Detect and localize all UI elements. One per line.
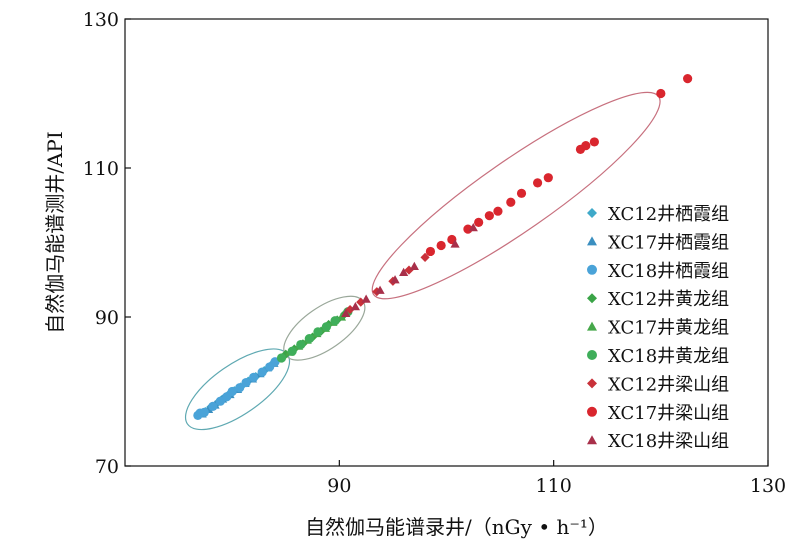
legend-label: XC18井栖霞组 [608, 261, 729, 282]
legend-marker [587, 378, 597, 389]
data-point [330, 316, 340, 326]
legend-label: XC12井梁山组 [608, 374, 729, 395]
data-point [313, 327, 323, 337]
y-tick-label: 110 [83, 158, 119, 180]
legend-label: XC18井梁山组 [608, 431, 729, 452]
data-point [356, 297, 366, 307]
data-point [450, 239, 460, 248]
data-point [287, 346, 297, 356]
data-point [249, 372, 259, 382]
x-tick-label: 130 [750, 475, 786, 497]
data-point [361, 294, 371, 303]
legend-marker [587, 435, 597, 445]
data-point [399, 267, 409, 276]
axis-ticks: 90 110 130 70 90 110 130 [83, 9, 786, 497]
y-tick-label: 90 [95, 307, 119, 329]
legend-label: XC17井黄龙组 [608, 318, 729, 339]
y-tick-label: 130 [83, 9, 119, 31]
y-tick-label: 70 [95, 456, 119, 478]
data-point [493, 206, 503, 216]
legend-marker [587, 208, 597, 218]
data-point [241, 377, 251, 388]
data-point [656, 88, 666, 99]
legend-marker [587, 321, 597, 331]
data-point [341, 308, 351, 317]
cluster-ellipse [371, 91, 661, 300]
legend-marker [587, 350, 597, 360]
data-point [350, 301, 361, 311]
data-point [463, 224, 473, 234]
legend-marker [587, 264, 597, 275]
data-point [235, 383, 245, 393]
y-axis-label: 自然伽马能谱测井/API [43, 131, 67, 334]
legend-label: XC18井黄龙组 [608, 346, 729, 367]
data-point [304, 334, 314, 344]
legend-marker [587, 236, 597, 246]
data-point [683, 74, 693, 84]
legend-label: XC17井栖霞组 [608, 232, 729, 253]
data-point [589, 137, 599, 147]
data-point [436, 240, 446, 251]
data-point [425, 246, 436, 257]
legend-marker [587, 293, 597, 304]
data-point [390, 275, 400, 284]
data-point [215, 396, 225, 406]
data-point [420, 252, 430, 262]
legend-label: XC12井栖霞组 [608, 204, 729, 225]
data-point [227, 386, 237, 397]
data-point [516, 188, 527, 198]
data-point [296, 339, 306, 350]
data-point [257, 367, 267, 377]
x-tick-label: 90 [327, 475, 351, 497]
data-point [345, 304, 355, 315]
data-point [321, 322, 332, 332]
data-point [409, 261, 419, 271]
data-point [543, 173, 553, 183]
legend-label: XC12井黄龙组 [608, 289, 729, 310]
data-point [506, 197, 516, 207]
x-axis-label: 自然伽马能谱录井/（nGy • h⁻¹） [305, 515, 608, 539]
data-point [581, 141, 591, 151]
data-point [484, 211, 494, 221]
legend-label: XC17井梁山组 [608, 403, 729, 424]
plot-area-frame [124, 18, 769, 467]
legend-marker [587, 406, 597, 417]
legend: XC12井栖霞组 XC17井栖霞组 XC18井栖霞组 XC12井黄龙组 XC17井黄龙组… [587, 204, 729, 452]
data-point [208, 401, 218, 411]
data-point [474, 217, 484, 227]
data-point [276, 353, 287, 363]
x-tick-label: 110 [536, 475, 572, 497]
data-point [532, 178, 543, 188]
data-point [468, 223, 478, 232]
data-points [193, 74, 693, 420]
data-point [375, 285, 385, 294]
data-point [199, 407, 209, 417]
